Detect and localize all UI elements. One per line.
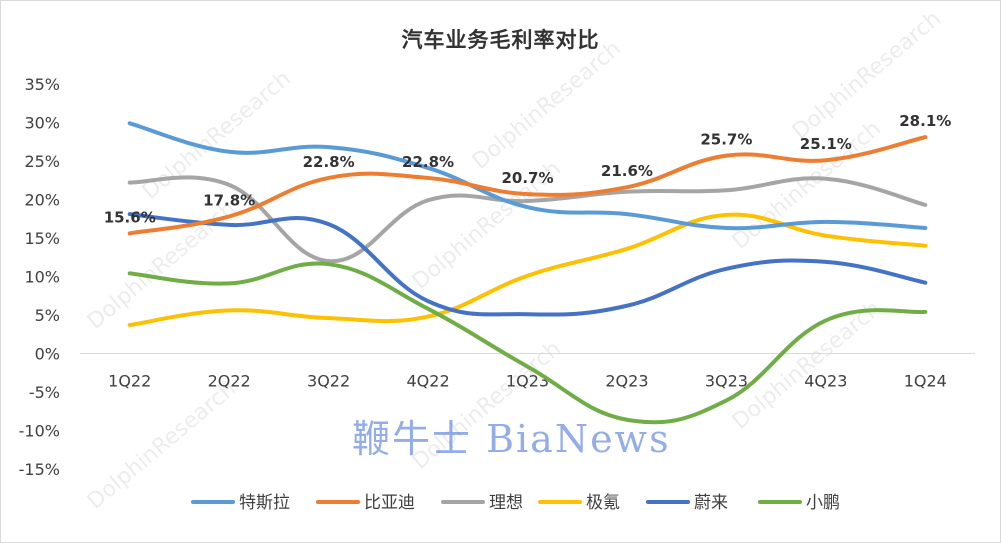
legend-label: 极氪: [586, 493, 620, 513]
data-label: 28.1%: [899, 112, 951, 130]
y-tick-label: -10%: [19, 422, 60, 441]
y-tick-label: -5%: [29, 383, 60, 402]
x-tick-label: 3Q23: [705, 372, 748, 391]
y-tick-label: -15%: [19, 460, 60, 479]
x-tick-label: 1Q22: [108, 372, 151, 391]
series-line-5: [127, 212, 928, 317]
x-tick-label: 4Q23: [804, 372, 847, 391]
x-tick-label: 4Q22: [406, 372, 449, 391]
data-label: 25.7%: [700, 131, 752, 149]
legend-label: 特斯拉: [239, 493, 290, 513]
data-label: 22.8%: [402, 153, 454, 171]
y-tick-label: 25%: [24, 152, 60, 171]
y-tick-label: 20%: [24, 191, 60, 210]
x-tick-label: 1Q24: [904, 372, 947, 391]
legend-label: 理想: [489, 493, 523, 513]
series-line-1: [127, 121, 928, 231]
axis-layer: 35% 30% 25% 20% 15% 10% 5% 0% -5% -10% -15% 1Q22 2Q2…: [19, 75, 975, 479]
watermark-text: DolphinResearch: [728, 296, 886, 434]
x-tick-label: 2Q22: [208, 372, 251, 391]
data-label: 20.7%: [501, 169, 553, 187]
legend-label: 小鹏: [806, 493, 840, 513]
x-tick-label: 1Q23: [506, 372, 549, 391]
y-tick-label: 35%: [24, 75, 60, 94]
x-tick-label: 3Q22: [307, 372, 350, 391]
series-line-4: [127, 212, 928, 328]
x-tick-label: 2Q23: [605, 372, 648, 391]
y-tick-label: 15%: [24, 229, 60, 248]
data-label: 17.8%: [203, 191, 255, 209]
data-label: 25.1%: [800, 135, 852, 153]
y-tick-label: 0%: [35, 345, 60, 364]
legend-label: 比亚迪: [364, 493, 415, 513]
watermark-text: DolphinResearch: [83, 376, 241, 514]
series-line-2: [127, 135, 928, 236]
series-layer: [127, 121, 928, 425]
y-tick-label: 10%: [24, 268, 60, 287]
legend-label: 蔚来: [694, 493, 728, 513]
legend: 特斯拉 比亚迪 理想 极氪 蔚来 小鹏: [191, 493, 840, 513]
data-label-layer: 15.6% 17.8% 22.8% 22.8% 20.7% 21.6% 25.7% 25.1%…: [104, 112, 952, 226]
y-tick-label: 5%: [35, 306, 60, 325]
brand-watermark: 鞭牛士 BiaNews: [352, 417, 671, 461]
y-tick-label: 30%: [24, 114, 60, 133]
watermark-text: DolphinResearch: [468, 36, 626, 174]
chart-title: 汽车业务毛利率对比: [401, 28, 600, 52]
data-label: 22.8%: [303, 153, 355, 171]
data-label: 15.6%: [104, 208, 156, 226]
series-line-6: [127, 261, 928, 425]
data-label: 21.6%: [601, 162, 653, 180]
